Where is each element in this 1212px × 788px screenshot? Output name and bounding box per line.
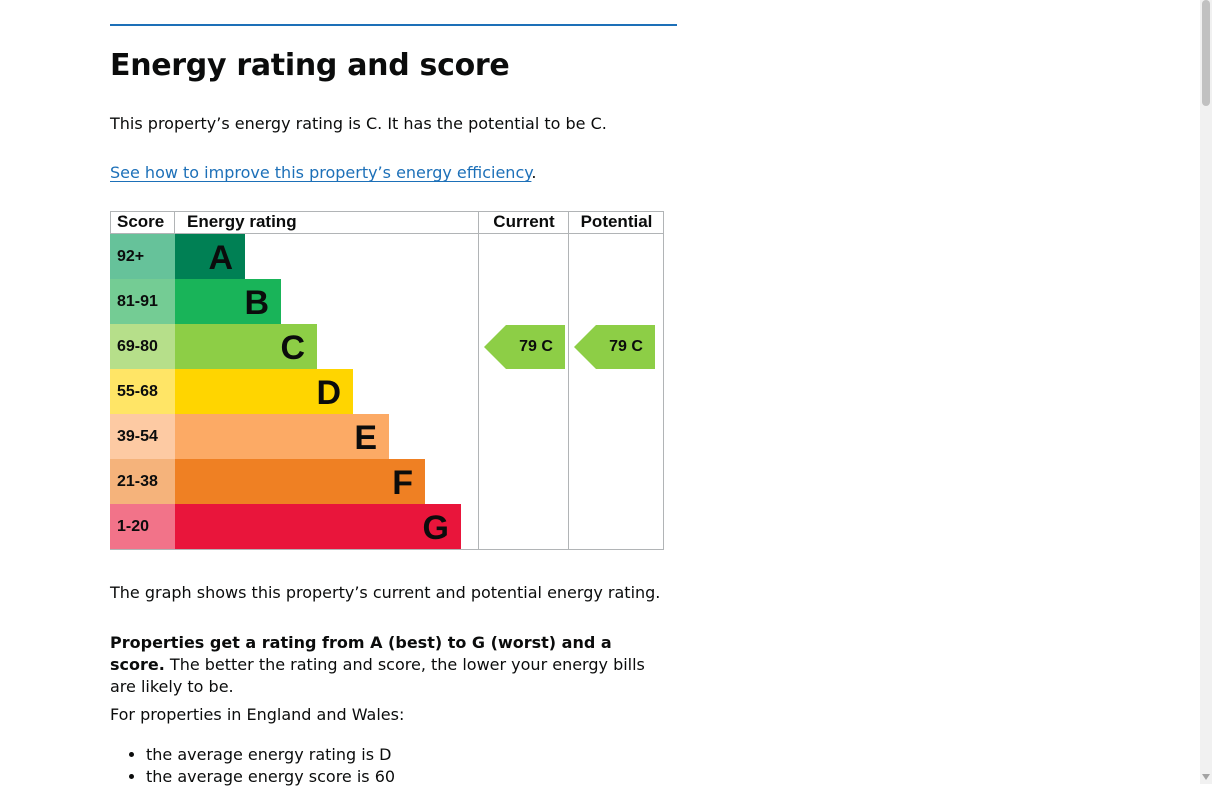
rating-band-d: D: [175, 369, 353, 414]
scrollbar[interactable]: [1200, 0, 1212, 784]
score-range-g: 1-20: [110, 504, 175, 549]
intro-text: This property’s energy rating is C. It h…: [110, 114, 607, 133]
section-divider: [110, 24, 677, 26]
rating-letter-g: G: [422, 509, 449, 547]
rating-band-a: A: [175, 234, 245, 279]
rating-letter-c: C: [280, 329, 305, 367]
list-item: the average energy score is 60: [146, 766, 395, 788]
score-range-d: 55-68: [110, 369, 175, 414]
england-wales-text: For properties in England and Wales:: [110, 705, 405, 724]
potential-column-line: [568, 211, 569, 550]
score-range-e: 39-54: [110, 414, 175, 459]
page-title: Energy rating and score: [110, 48, 510, 83]
score-range-b: 81-91: [110, 279, 175, 324]
rating-band-g: G: [175, 504, 461, 549]
current-column-line: [478, 211, 479, 550]
score-range-f: 21-38: [110, 459, 175, 504]
rating-letter-a: A: [208, 239, 233, 277]
scrollbar-thumb[interactable]: [1202, 0, 1210, 106]
rating-letter-d: D: [316, 374, 341, 412]
rating-explanation: Properties get a rating from A (best) to…: [110, 633, 645, 696]
rating-band-f: F: [175, 459, 425, 504]
potential-rating-arrow-shape: [574, 325, 655, 369]
potential-header: Potential: [580, 212, 653, 231]
improve-link-line: See how to improve this property’s energ…: [110, 163, 537, 182]
rating-band-c: C: [175, 324, 317, 369]
potential-rating-arrow: 79 C: [574, 325, 655, 369]
scroll-down-icon[interactable]: [1202, 774, 1210, 780]
current-rating-arrow-label: 79 C: [519, 338, 553, 355]
graph-caption: The graph shows this property’s current …: [110, 583, 661, 602]
rating-band-b: B: [175, 279, 281, 324]
energy-rating-chart: Score Energy rating Current Potential 92…: [110, 211, 664, 550]
list-item: the average energy rating is D: [146, 744, 395, 766]
rating-letter-f: F: [392, 464, 413, 502]
score-header: Score: [117, 212, 165, 231]
score-range-a: 92+: [110, 234, 175, 279]
averages-list: the average energy rating is D the avera…: [110, 744, 395, 788]
header-separator: [174, 211, 175, 233]
improve-efficiency-link[interactable]: See how to improve this property’s energ…: [110, 163, 532, 182]
rating-letter-b: B: [244, 284, 269, 322]
score-range-c: 69-80: [110, 324, 175, 369]
current-rating-arrow: 79 C: [484, 325, 565, 369]
rating-band-e: E: [175, 414, 389, 459]
current-rating-arrow-shape: [484, 325, 565, 369]
potential-rating-arrow-label: 79 C: [609, 338, 643, 355]
rating-letter-e: E: [354, 419, 377, 457]
header-divider: [110, 233, 664, 234]
energy-rating-header: Energy rating: [187, 212, 297, 231]
current-header: Current: [493, 212, 555, 231]
